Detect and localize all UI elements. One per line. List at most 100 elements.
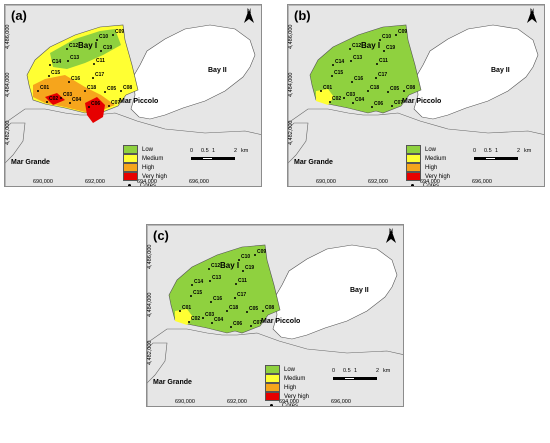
north-arrow-icon: N	[526, 9, 538, 23]
core-marker-icon	[411, 184, 414, 186]
scale-unit: km	[383, 368, 391, 374]
scale-unit: km	[241, 148, 249, 154]
core-label-c07: C07	[394, 100, 404, 106]
core-point	[84, 90, 86, 92]
place-mar-piccolo: Mar Piccolo	[402, 98, 442, 105]
core-marker-icon	[270, 404, 273, 406]
legend-item-cores: Cores	[406, 181, 450, 187]
bay2-water	[413, 24, 539, 120]
core-point	[235, 283, 237, 285]
x-tick-label: 692,000	[85, 179, 105, 185]
core-label-c05: C05	[390, 86, 400, 92]
core-point	[179, 310, 181, 312]
x-tick-label: 692,000	[227, 399, 247, 405]
y-tick-label: 4,484,000	[5, 72, 11, 97]
x-tick-label: 694,000	[137, 179, 157, 185]
legend-item: Very high	[406, 172, 450, 181]
legend-label: High	[284, 384, 297, 391]
core-label-c10: C10	[241, 254, 251, 260]
legend: Low Medium High Very high Cores	[123, 145, 167, 186]
map-panel-a: (a) Bay I Bay II Mar Piccolo Mar Grande C09 C1…	[4, 4, 262, 187]
x-tick-label: 694,000	[420, 179, 440, 185]
core-label-c05: C05	[107, 86, 117, 92]
north-arrow-icon: N	[385, 229, 397, 243]
core-point	[93, 63, 95, 65]
x-tick-label: 692,000	[368, 179, 388, 185]
scale-bar: 0 0.5 1 2 km	[473, 148, 544, 164]
place-mar-piccolo: Mar Piccolo	[261, 318, 301, 325]
core-label-c12: C12	[352, 43, 362, 49]
core-point	[242, 270, 244, 272]
legend-swatch	[265, 374, 280, 383]
core-label-c18: C18	[229, 305, 239, 311]
core-label-c10: C10	[382, 34, 392, 40]
core-label-c13: C13	[212, 275, 222, 281]
panel-label: (a)	[11, 8, 27, 23]
legend-item: Medium	[265, 374, 309, 383]
scale-tick-label: 0.5	[343, 368, 351, 374]
core-label-c15: C15	[193, 290, 203, 296]
panel-label: (c)	[153, 228, 169, 243]
place-bay1: Bay I	[361, 41, 381, 50]
legend: Low Medium High Very high Cores	[406, 145, 450, 187]
core-label-c07: C07	[253, 320, 263, 326]
place-bay2: Bay II	[350, 287, 369, 294]
core-label-c16: C16	[71, 76, 81, 82]
legend-label: Low	[284, 366, 296, 373]
bay2-water	[130, 24, 256, 120]
place-mar-piccolo: Mar Piccolo	[119, 98, 159, 105]
core-label-c19: C19	[103, 45, 113, 51]
map-panel-c: (c) Bay I Bay II Mar Piccolo Mar Grande C09 C1…	[146, 224, 404, 407]
core-point	[351, 81, 353, 83]
core-point	[391, 105, 393, 107]
legend-item-cores: Cores	[123, 181, 167, 186]
core-point	[60, 97, 62, 99]
core-label-c06: C06	[233, 321, 243, 327]
core-point	[403, 90, 405, 92]
y-tick-label: 4,482,000	[147, 340, 153, 365]
core-label-c09: C09	[257, 249, 267, 255]
legend-item: Low	[265, 365, 309, 374]
core-point	[49, 64, 51, 66]
scale-tick-label: 0	[332, 368, 336, 374]
core-label-c15: C15	[334, 70, 344, 76]
north-arrow-icon: N	[243, 9, 255, 23]
legend-label: Cores	[423, 182, 440, 187]
core-point	[350, 60, 352, 62]
legend-item: High	[265, 383, 309, 392]
core-label-c04: C04	[214, 317, 224, 323]
scale-segment	[344, 377, 355, 380]
scale-segment	[355, 377, 377, 380]
legend-item: Low	[406, 145, 450, 154]
scale-segment	[496, 157, 518, 160]
core-point	[67, 60, 69, 62]
scale-segment	[474, 157, 485, 160]
core-label-c18: C18	[370, 85, 380, 91]
x-tick-label: 690,000	[33, 179, 53, 185]
legend-swatch	[265, 365, 280, 374]
scale-tick-label: 0	[190, 148, 194, 154]
core-point	[343, 97, 345, 99]
legend-swatch	[406, 154, 421, 163]
legend-label: Medium	[284, 375, 306, 382]
legend-swatch	[406, 172, 421, 181]
core-point	[68, 81, 70, 83]
core-label-c08: C08	[123, 85, 133, 91]
core-point	[383, 50, 385, 52]
place-bay1: Bay I	[78, 41, 98, 50]
scale-segment	[213, 157, 235, 160]
core-point	[371, 106, 373, 108]
core-label-c19: C19	[386, 45, 396, 51]
scale-tick-label: 1	[354, 368, 358, 374]
core-point	[375, 77, 377, 79]
core-point	[376, 63, 378, 65]
y-tick-label: 4,482,000	[5, 120, 11, 145]
core-point	[395, 34, 397, 36]
core-point	[190, 295, 192, 297]
core-point	[46, 101, 48, 103]
core-point	[254, 254, 256, 256]
core-label-c14: C14	[194, 279, 204, 285]
legend-label: Low	[425, 146, 437, 153]
core-point	[234, 297, 236, 299]
core-label-c04: C04	[355, 97, 365, 103]
